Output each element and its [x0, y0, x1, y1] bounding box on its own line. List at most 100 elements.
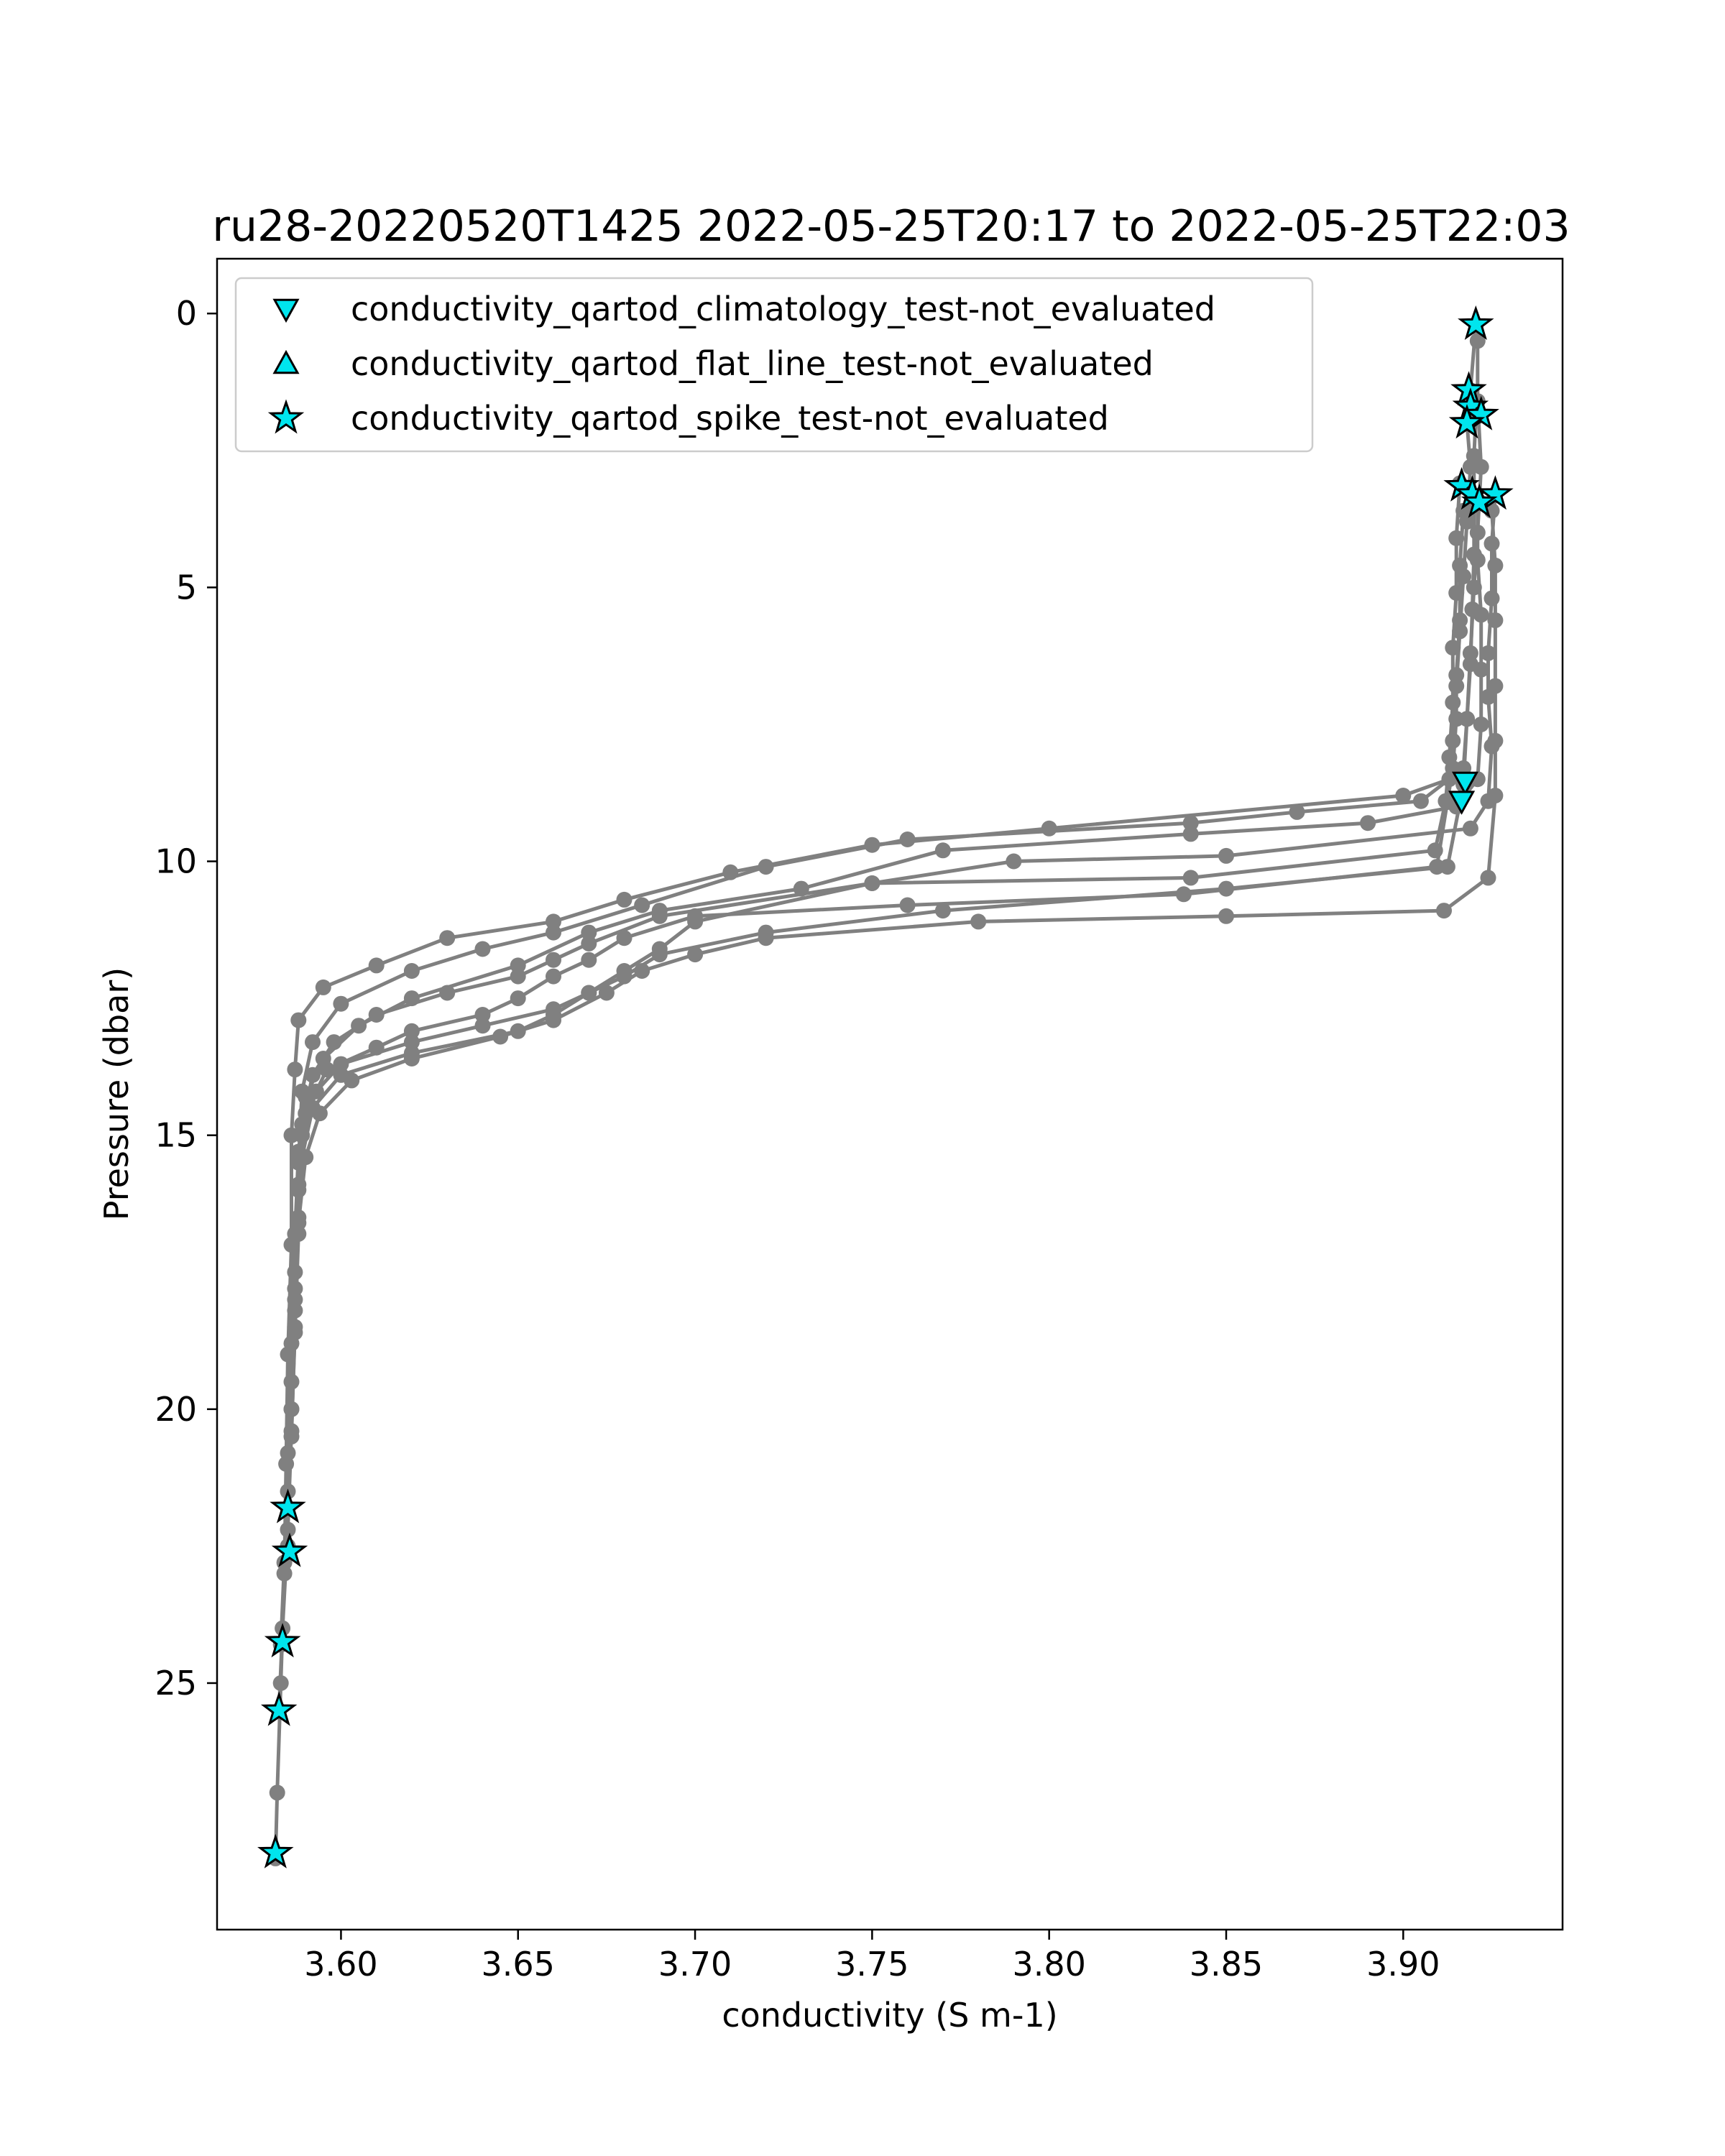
x-tick-label: 3.80 [1012, 1945, 1085, 1984]
profile-point [1487, 678, 1504, 694]
profile-point [1452, 557, 1468, 573]
y-tick-label: 5 [176, 568, 197, 607]
profile-point [1487, 557, 1504, 573]
legend-items: conductivity_qartod_climatology_test-not… [267, 290, 1215, 438]
profile-point [290, 1215, 307, 1231]
y-tick-label: 10 [155, 842, 197, 881]
star-marker [271, 1532, 308, 1567]
profile-point [474, 1007, 491, 1023]
star-marker [1460, 483, 1498, 518]
x-tick-label: 3.85 [1190, 1945, 1263, 1984]
profile-point [294, 1127, 310, 1143]
profile-point [581, 985, 597, 1001]
y-axis-label: Pressure (dbar) [97, 967, 136, 1220]
star-marker [1463, 395, 1499, 430]
star-marker [257, 1833, 294, 1869]
y-axis: 0 5 10 15 20 25 [155, 294, 217, 1703]
profile-point [1466, 546, 1482, 563]
profile-point [1484, 590, 1500, 607]
profile-point [687, 946, 704, 963]
profile-point [651, 946, 668, 963]
legend-label: conductivity_qartod_flat_line_test-not_e… [351, 344, 1154, 383]
profile-point [333, 1056, 349, 1072]
profile-point [510, 990, 526, 1007]
legend-triangle-up-icon [272, 349, 300, 374]
profile-point [1006, 853, 1022, 870]
profile-point [1175, 886, 1192, 903]
profile-point [546, 968, 561, 985]
profile-point [546, 952, 561, 968]
profile-point [634, 897, 650, 913]
y-tick-label: 15 [155, 1116, 197, 1155]
profile-point [899, 831, 916, 847]
profile-point [546, 913, 561, 930]
profile-point [290, 1012, 307, 1028]
y-tick-label: 20 [155, 1390, 197, 1429]
profile-point [793, 880, 809, 897]
legend-star-icon [267, 399, 305, 434]
profile-point [1462, 820, 1478, 837]
x-tick-label: 3.70 [658, 1945, 732, 1984]
profile-point [344, 1072, 360, 1089]
x-axis-label: conductivity (S m-1) [722, 1996, 1057, 2035]
profile-point [510, 957, 526, 974]
profile-point [333, 995, 349, 1012]
profile-point [934, 903, 951, 919]
profile-point [1445, 694, 1461, 711]
profile-point [1480, 870, 1496, 886]
profile-point [1182, 815, 1199, 831]
x-tick-label: 3.65 [482, 1945, 555, 1984]
profile-point [1218, 847, 1234, 864]
triangle-down-marker [1451, 771, 1479, 796]
profile-point [315, 979, 331, 995]
profile-point [1395, 788, 1412, 803]
profile-point [269, 1784, 285, 1801]
legend-frame [234, 277, 1314, 453]
legend-entry: conductivity_qartod_climatology_test-not… [272, 290, 1215, 328]
profile-point [403, 1023, 420, 1039]
profile-8 [283, 502, 1504, 1445]
profile-point [1487, 788, 1504, 803]
plot-frame [216, 257, 1564, 1931]
profile-point [1452, 612, 1468, 629]
profile-point [1487, 612, 1504, 629]
profile-point [1436, 903, 1452, 919]
profile-point [581, 924, 597, 941]
y-tick-label: 25 [155, 1664, 197, 1703]
star-marker [260, 1691, 298, 1726]
profile-point [616, 930, 632, 946]
profile-point [439, 930, 456, 946]
markers-layer [257, 305, 1514, 1869]
profile-point [598, 985, 615, 1001]
y-tick-label: 0 [176, 294, 197, 333]
triangle-down-marker [1448, 791, 1476, 815]
profile-point [1480, 645, 1496, 661]
legend-entry: conductivity_qartod_flat_line_test-not_e… [272, 344, 1154, 383]
profile-point [1412, 793, 1429, 809]
x-tick-label: 3.60 [304, 1945, 377, 1984]
profile-point [687, 908, 704, 924]
profile-point [1459, 711, 1475, 727]
profile-point [1182, 870, 1199, 886]
profile-point [651, 903, 668, 919]
x-tick-label: 3.90 [1366, 1945, 1440, 1984]
profile-point [1473, 717, 1489, 732]
profile-point [1464, 601, 1481, 617]
profile-point [1360, 815, 1376, 831]
profile-point [492, 1028, 509, 1045]
profile-point [546, 1012, 561, 1028]
profile-point [1487, 732, 1504, 749]
x-tick-label: 3.75 [835, 1945, 908, 1984]
profile-point [305, 1034, 321, 1051]
profile-point [1218, 908, 1234, 924]
profile-point [1041, 820, 1057, 837]
profile-point [280, 1521, 296, 1538]
profile-point [308, 1083, 324, 1100]
legend-entry: conductivity_qartod_spike_test-not_evalu… [267, 399, 1109, 438]
star-marker [1458, 305, 1494, 340]
profile-point [403, 1051, 420, 1067]
profile-point [403, 963, 420, 979]
profile-point [510, 968, 526, 985]
profile-point [311, 1105, 328, 1122]
